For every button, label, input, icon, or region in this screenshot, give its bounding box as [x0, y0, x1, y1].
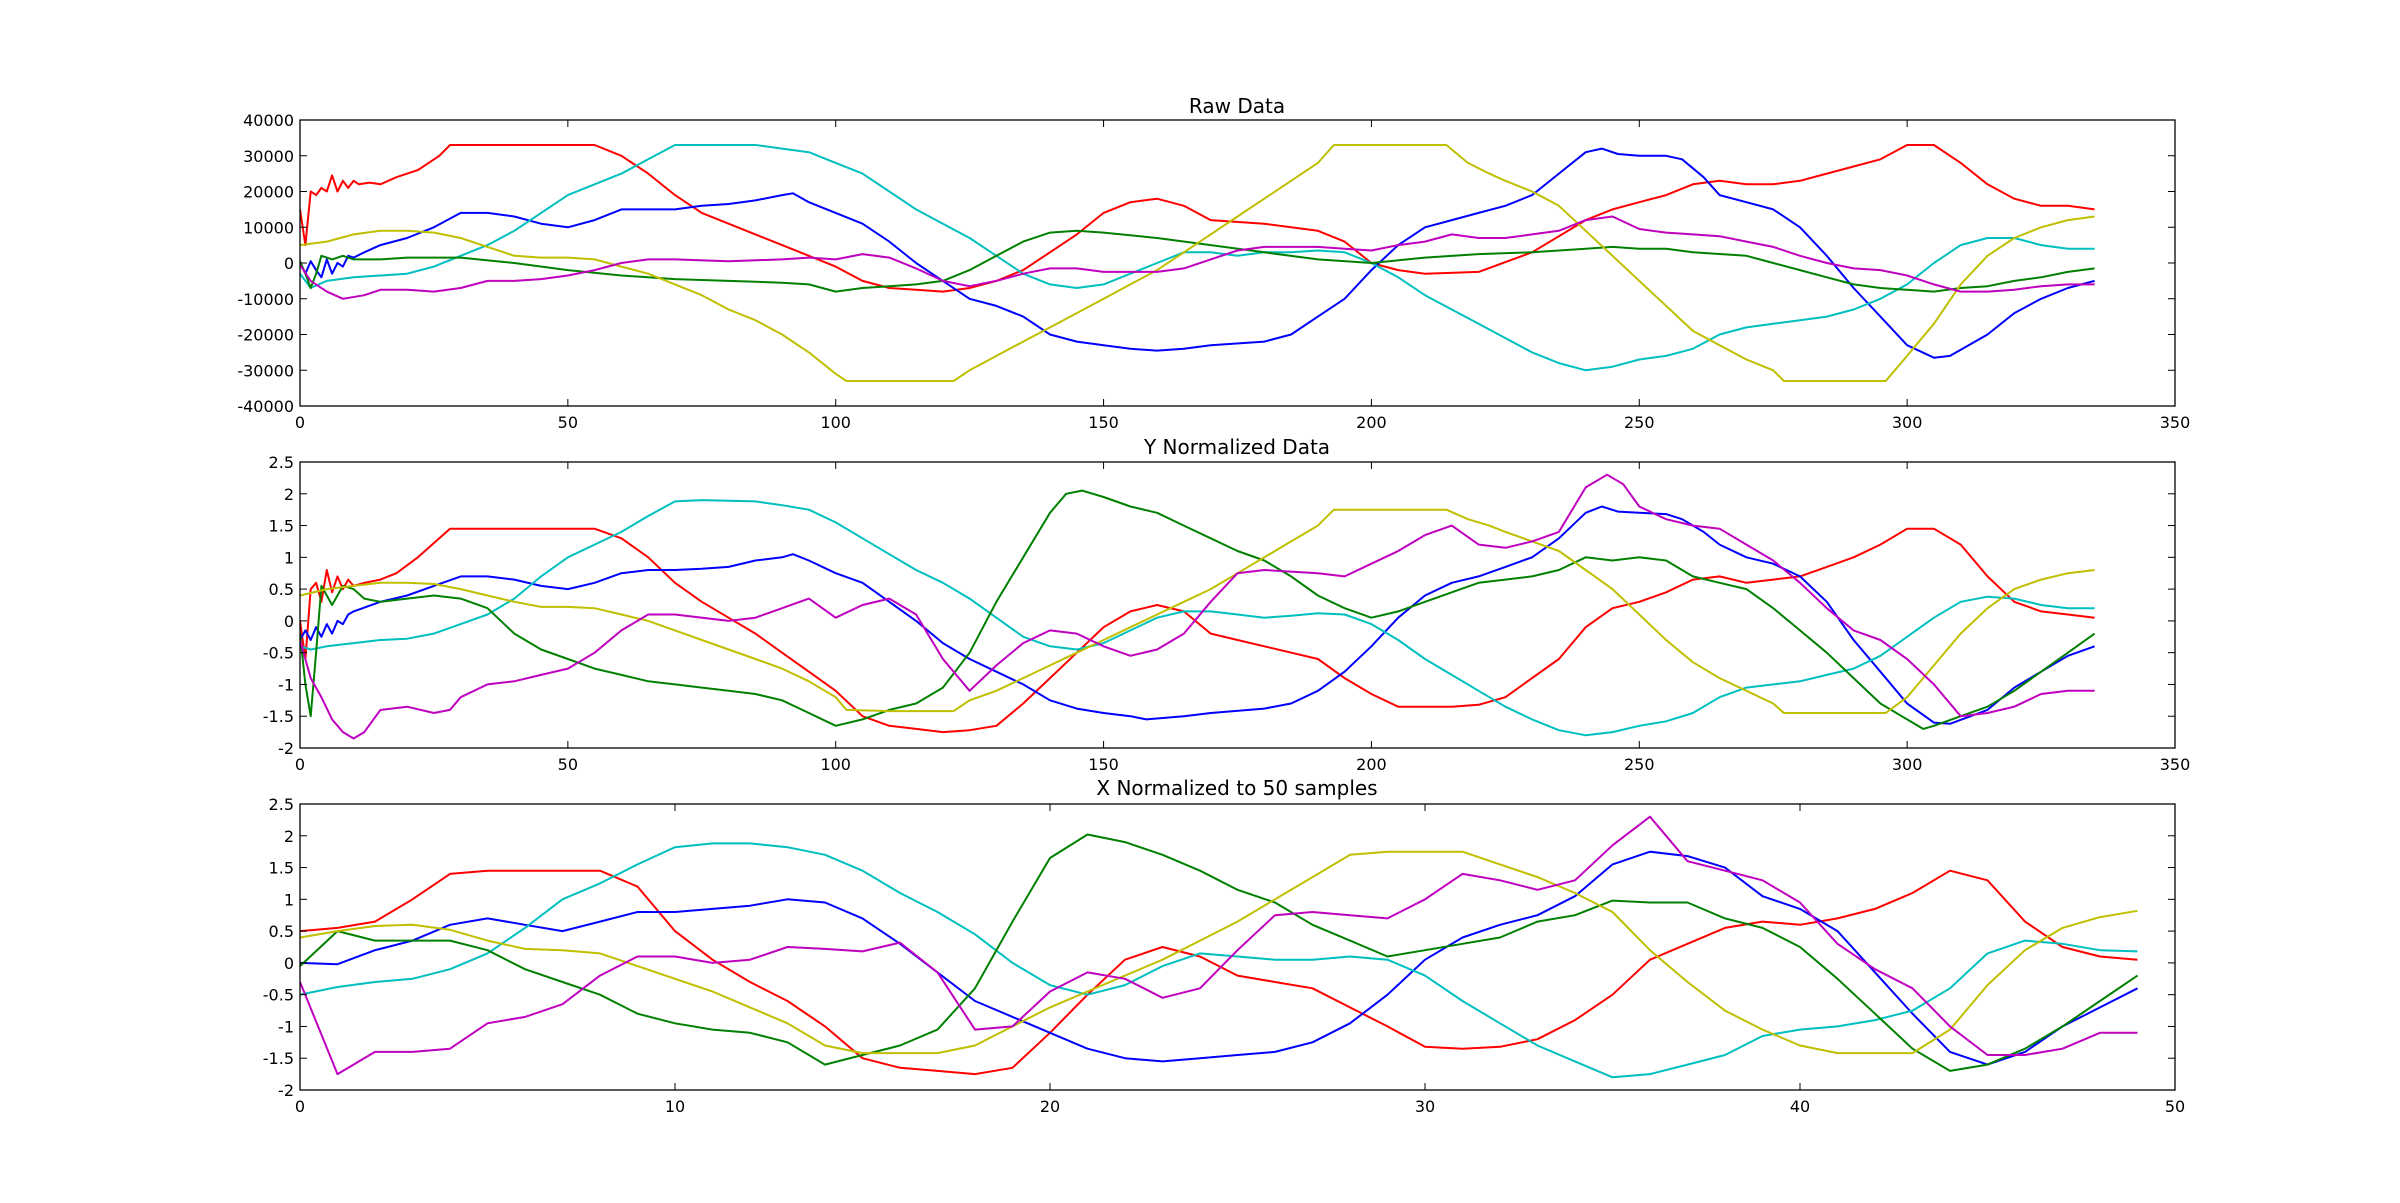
y-tick-label: 10000 [243, 218, 294, 237]
y-tick-label: -40000 [237, 397, 294, 416]
y-tick-label: -1.5 [263, 707, 294, 726]
y-tick-label: 40000 [243, 111, 294, 130]
series-line-2 [300, 850, 2138, 1066]
series-line-1 [300, 527, 2095, 734]
series-line-2 [300, 505, 2095, 725]
series-line-3 [300, 144, 2095, 372]
y-tick-label: 0 [284, 254, 294, 273]
y-tick-label: -1.5 [263, 1049, 294, 1068]
y-tick-label: -20000 [237, 326, 294, 345]
series-group [300, 473, 2096, 740]
series-line-1 [300, 869, 2138, 1076]
series-line-5 [300, 850, 2138, 1055]
y-tick-label: -10000 [237, 290, 294, 309]
y-tick-label: 0 [284, 954, 294, 973]
y-tick-label: 30000 [243, 147, 294, 166]
x-tick-label: 250 [1624, 413, 1655, 432]
x-tick-label: 0 [295, 1097, 305, 1116]
x-tick-label: 350 [2160, 413, 2191, 432]
x-tick-label: 10 [665, 1097, 685, 1116]
series-line-4 [300, 229, 2095, 293]
y-tick-label: 2 [284, 485, 294, 504]
series-line-3 [300, 842, 2138, 1079]
y-tick-label: -30000 [237, 361, 294, 380]
subplot-raw-data: Raw Data 0 50 100 150 200 250 300 350 -40000 -300… [237, 94, 2190, 432]
series-group [300, 144, 2095, 382]
y-tick-label: 2.5 [269, 795, 294, 814]
series-line-4 [300, 489, 2096, 730]
y-tick-label: 0.5 [269, 580, 294, 599]
y-tick-label: -0.5 [263, 644, 294, 663]
series-line-6 [300, 473, 2095, 740]
y-tick-label: 20000 [243, 183, 294, 202]
y-tick-label: 2 [284, 827, 294, 846]
series-line-3 [300, 499, 2095, 737]
x-tick-label: 250 [1624, 755, 1655, 774]
series-line-1 [300, 144, 2095, 293]
x-tick-label: 40 [1790, 1097, 1810, 1116]
x-tick-label: 30 [1415, 1097, 1435, 1116]
series-group [300, 815, 2139, 1079]
y-tick-label: -1 [278, 1017, 294, 1036]
x-tick-label: 350 [2160, 755, 2191, 774]
x-tick-label: 100 [820, 755, 851, 774]
series-line-6 [300, 215, 2095, 300]
plot-area: 0 50 100 150 200 250 300 350 -2 -1.5 -1 -0.5 0 0.5 1 1.… [263, 453, 2190, 774]
x-tick-label: 50 [2165, 1097, 2185, 1116]
x-tick-label: 0 [295, 413, 305, 432]
x-tick-label: 50 [558, 413, 578, 432]
axes-frame [299, 803, 2176, 1091]
y-tick-label: -2 [278, 739, 294, 758]
y-tick-label: 1 [284, 548, 294, 567]
subplot-title: X Normalized to 50 samples [1096, 776, 1377, 800]
y-tick-label: -2 [278, 1081, 294, 1100]
y-tick-label: -1 [278, 675, 294, 694]
x-tick-label: 150 [1088, 413, 1119, 432]
series-line-6 [300, 815, 2138, 1076]
y-tick-label: 1.5 [269, 517, 294, 536]
subplot-x-normalized: X Normalized to 50 samples 0 10 20 30 40 50-2… [263, 776, 2185, 1116]
y-tick-label: 2.5 [269, 453, 294, 472]
series-line-2 [300, 147, 2095, 359]
x-tick-label: 300 [1892, 755, 1923, 774]
plot-area: 0 50 100 150 200 250 300 350 -40000 -30000 -20000 -… [237, 111, 2190, 432]
x-tick-label: 50 [558, 755, 578, 774]
subplot-title: Y Normalized Data [1143, 435, 1330, 459]
y-tick-label: 0.5 [269, 922, 294, 941]
series-line-5 [300, 144, 2095, 382]
x-tick-label: 100 [820, 413, 851, 432]
x-tick-label: 200 [1356, 755, 1387, 774]
series-line-4 [300, 833, 2139, 1072]
subplot-y-normalized-data: Y Normalized Data 0 50 100 150 200 250 300 350 -… [263, 435, 2190, 774]
y-tick-label: -0.5 [263, 986, 294, 1005]
y-tick-label: 0 [284, 612, 294, 631]
x-tick-label: 20 [1040, 1097, 1060, 1116]
axes-frame [299, 461, 2176, 749]
series-line-5 [300, 508, 2095, 714]
plot-area: 0 10 20 30 40 50 -2 -1.5 -1 -0.5 0 0.5 1 1.5 2 2.5 [263, 795, 2185, 1116]
subplot-title: Raw Data [1189, 94, 1285, 118]
y-tick-label: 1.5 [269, 859, 294, 878]
x-tick-label: 300 [1892, 413, 1923, 432]
x-tick-label: 150 [1088, 755, 1119, 774]
x-tick-label: 0 [295, 755, 305, 774]
x-tick-label: 200 [1356, 413, 1387, 432]
y-tick-label: 1 [284, 890, 294, 909]
